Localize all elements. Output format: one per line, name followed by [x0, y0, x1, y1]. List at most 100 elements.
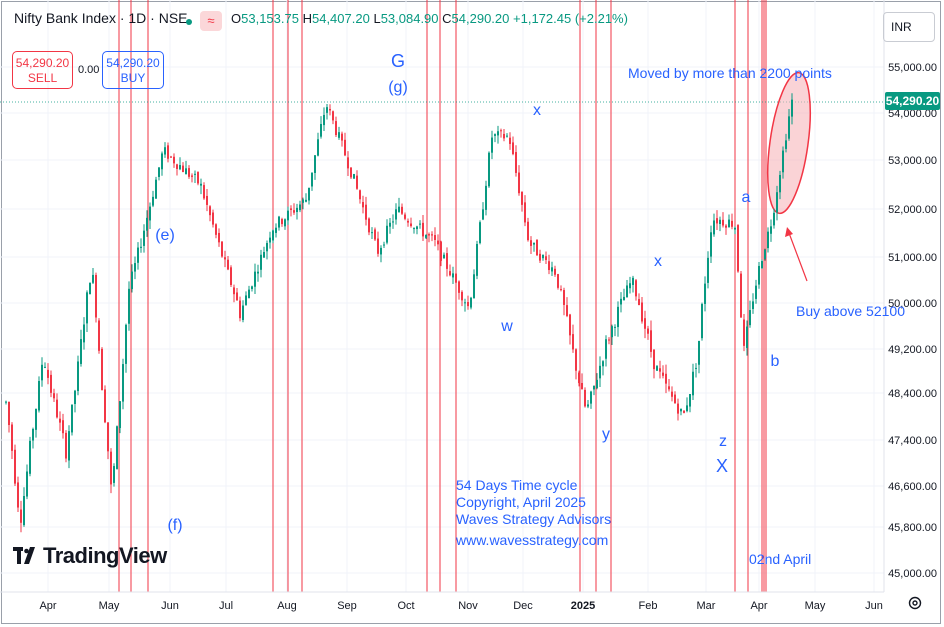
candle-body: [380, 247, 382, 255]
candle-body: [311, 172, 313, 187]
candle-body: [56, 399, 58, 418]
candle-body: [191, 175, 193, 177]
candle-body: [737, 225, 739, 272]
candle-body: [179, 165, 181, 170]
candle-body: [644, 318, 646, 329]
sell-price: 54,290.20: [15, 56, 70, 70]
candle-body: [674, 394, 676, 404]
candle-body: [539, 253, 541, 261]
candle-body: [590, 391, 592, 404]
candle-body: [623, 296, 625, 301]
candle-body: [611, 326, 613, 338]
wave-label: y: [602, 426, 610, 443]
sell-label: SELL: [27, 71, 58, 85]
candle-body: [350, 167, 352, 178]
candle-body: [692, 371, 694, 396]
wave-label: a: [742, 189, 751, 206]
candle-body: [371, 232, 373, 234]
candle-body: [353, 174, 355, 179]
candle-body: [542, 255, 544, 259]
price-axis: 55,000.00 54,000.00 53,000.00 52,000.00 51,0…: [888, 62, 937, 580]
candle-body: [101, 348, 103, 391]
candle-body: [215, 224, 217, 235]
candle-body: [203, 185, 205, 199]
candle-body: [404, 214, 406, 219]
candle-body: [734, 227, 736, 230]
price-tick-label: 50,000.00: [888, 298, 937, 310]
low-value: 53,084.90: [380, 11, 439, 26]
candle-body: [116, 426, 118, 469]
candle-body: [146, 217, 148, 231]
time-tick-label: Sep: [337, 600, 357, 612]
candle-body: [299, 204, 301, 211]
currency-selector[interactable]: INR: [883, 12, 935, 42]
candle-body: [707, 257, 709, 283]
candle-body: [239, 300, 241, 319]
candle-body: [359, 190, 361, 200]
candle-body: [374, 229, 376, 240]
price-tick-label: 54,000.00: [888, 108, 937, 120]
candle-body: [503, 133, 505, 139]
candle-body: [356, 175, 358, 189]
candle-body: [749, 310, 751, 326]
candle-body: [740, 273, 742, 318]
candle-body: [62, 420, 64, 434]
buy-button[interactable]: 54,290.20 BUY: [102, 51, 164, 89]
copyright-note: Copyright, April 2025: [456, 494, 586, 510]
candle-body: [668, 386, 670, 390]
candle-body: [134, 263, 136, 272]
candle-body: [221, 241, 223, 257]
candle-body: [704, 283, 706, 304]
candle-body: [683, 410, 685, 413]
candle-body: [635, 280, 637, 297]
wave-label: (e): [155, 227, 175, 244]
settings-gear-icon[interactable]: [907, 595, 923, 611]
candle-body: [347, 157, 349, 169]
candle-body: [569, 314, 571, 336]
candle-body: [86, 292, 88, 324]
candle-body: [368, 218, 370, 233]
wave-label: b: [771, 353, 780, 370]
candle-body: [425, 234, 427, 238]
candle-body: [128, 288, 130, 324]
candle-body: [443, 254, 445, 259]
candle-body: [212, 212, 214, 225]
price-tick-label: 55,000.00: [888, 62, 937, 74]
candle-body: [527, 221, 529, 241]
candle-body: [185, 168, 187, 175]
time-tick-label: Jun: [161, 600, 179, 612]
candle-body: [782, 150, 784, 173]
candle-body: [5, 401, 7, 403]
candle-body: [638, 299, 640, 306]
candle-body: [407, 220, 409, 223]
candle-body: [464, 302, 466, 304]
wave-indicator-icon[interactable]: ≈: [200, 11, 222, 31]
buy-label: BUY: [120, 71, 146, 85]
candle-body: [506, 135, 508, 137]
price-tick-label: 48,400.00: [888, 388, 937, 400]
candle-body: [95, 274, 97, 318]
candle-body: [473, 274, 475, 299]
candle-body: [257, 271, 259, 274]
candle-body: [161, 153, 163, 170]
symbol-title[interactable]: Nifty Bank Index · 1D · NSE: [14, 10, 188, 26]
grid: [0, 0, 884, 592]
time-tick-label: Mar: [697, 600, 716, 612]
candle-body: [695, 367, 697, 369]
candle-body: [728, 219, 730, 228]
wave-label: w: [500, 318, 513, 335]
candle-body: [188, 168, 190, 177]
candle-body: [716, 218, 718, 224]
candle-body: [557, 274, 559, 288]
high-value: 54,407.20: [311, 11, 370, 26]
price-tick-label: 51,000.00: [888, 252, 937, 264]
buy-arrow-line: [788, 232, 808, 282]
sell-button[interactable]: 54,290.20 SELL: [12, 51, 73, 89]
candle-body: [563, 290, 565, 305]
candle-body: [479, 222, 481, 244]
candle-body: [686, 405, 688, 412]
candle-body: [512, 142, 514, 155]
candle-body: [731, 220, 733, 227]
candle-body: [272, 230, 274, 241]
